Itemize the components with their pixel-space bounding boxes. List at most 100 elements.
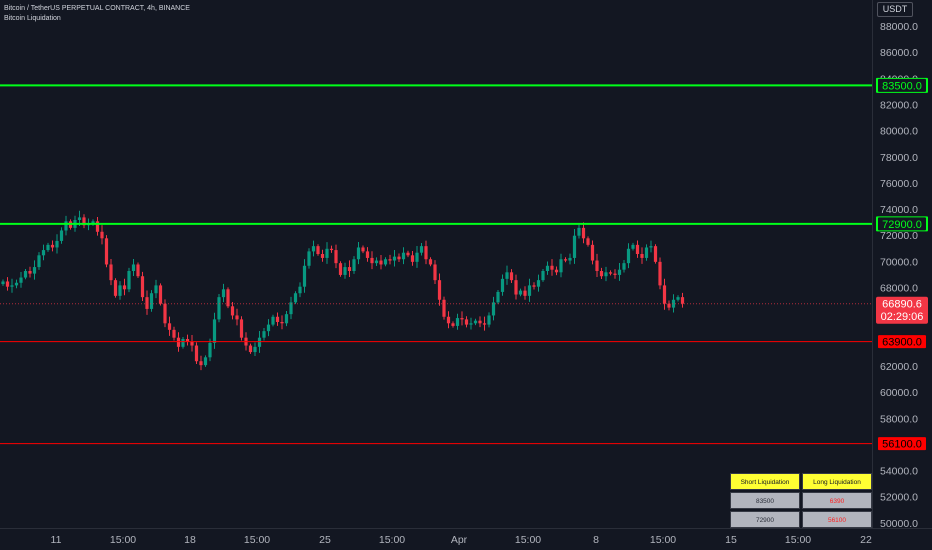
- candle-down: [613, 273, 617, 275]
- candle-down: [635, 244, 640, 255]
- candle-up: [10, 285, 14, 287]
- candle-down: [599, 271, 604, 277]
- candle-up: [469, 323, 473, 325]
- price-tick-label: 60000.0: [880, 387, 918, 399]
- short-liquidation-header: Short Liquidation: [730, 473, 800, 490]
- candle-down: [239, 319, 244, 338]
- candle-up: [541, 271, 545, 281]
- candle-down: [523, 290, 527, 296]
- candle-down: [329, 248, 334, 251]
- level-tag-inner: [878, 437, 926, 451]
- candle-up: [293, 293, 298, 303]
- price-tick-label: 72000.0: [880, 230, 918, 242]
- candle-up: [302, 265, 307, 287]
- price-tick-label: 68000.0: [880, 283, 918, 295]
- price-tick-label: 80000.0: [880, 126, 918, 138]
- price-tick-label: 52000.0: [880, 492, 918, 504]
- candle-down: [140, 276, 145, 298]
- candle-up: [32, 267, 37, 274]
- candle-down: [194, 345, 199, 362]
- candle-up: [559, 259, 563, 273]
- candle-up: [455, 318, 460, 326]
- candle-down: [406, 252, 410, 256]
- candle-down: [680, 297, 685, 304]
- price-tick-label: 82000.0: [880, 99, 918, 111]
- candle-down: [563, 259, 568, 261]
- long-liquidation-header: Long Liquidation: [802, 473, 872, 490]
- time-tick-label: 15:00: [244, 534, 270, 546]
- candle-down: [176, 337, 181, 347]
- candle-down: [167, 323, 172, 330]
- candle-down: [316, 246, 320, 255]
- candle-up: [505, 272, 509, 279]
- candle-up: [604, 272, 608, 277]
- price-tick-label: 50000.0: [880, 518, 918, 530]
- candle-up: [343, 267, 347, 275]
- level-tag-label: 63900.0: [882, 337, 922, 349]
- candle-down: [397, 256, 401, 260]
- candle-down: [595, 260, 599, 272]
- symbol-title[interactable]: Bitcoin / TetherUS PERPETUAL CONTRACT, 4…: [4, 5, 190, 12]
- indicator-title[interactable]: Bitcoin Liquidation: [4, 15, 61, 22]
- candle-up: [419, 246, 424, 253]
- candle-up: [500, 278, 505, 292]
- candle-up: [14, 282, 19, 286]
- short-liquidation-value: 72900: [730, 511, 800, 528]
- candle-up: [221, 289, 226, 298]
- time-tick-label: 11: [51, 534, 62, 546]
- candle-up: [671, 299, 676, 308]
- candle-down: [379, 260, 383, 265]
- candle-down: [320, 254, 325, 258]
- candle-up: [284, 314, 289, 324]
- time-tick-label: 15: [725, 534, 737, 546]
- candle-down: [388, 259, 392, 261]
- candle-down: [104, 238, 109, 265]
- candle-down: [199, 361, 203, 366]
- candle-down: [248, 345, 253, 353]
- candle-down: [50, 244, 55, 248]
- candle-up: [496, 291, 500, 303]
- candle-up: [91, 221, 95, 224]
- price-tick-label: 88000.0: [880, 21, 918, 33]
- time-tick-label: 22: [860, 534, 872, 546]
- candle-down: [658, 261, 662, 286]
- candle-up: [415, 252, 419, 262]
- candle-up: [617, 269, 622, 275]
- candle-up: [253, 346, 257, 353]
- candle-down: [514, 280, 518, 295]
- candle-down: [122, 285, 127, 290]
- level-tag-inner: [878, 335, 926, 349]
- axis-lines: [0, 0, 932, 529]
- candle-up: [487, 315, 491, 325]
- price-axis[interactable]: 88000.086000.084000.082000.080000.078000…: [880, 21, 918, 530]
- time-tick-label: 15:00: [110, 534, 136, 546]
- level-tag-label: 56100.0: [882, 439, 922, 451]
- candle-up: [626, 248, 631, 264]
- candle-down: [190, 341, 194, 346]
- candle-down: [590, 244, 595, 261]
- candle-up: [127, 271, 131, 290]
- candle-down: [667, 303, 671, 308]
- candle-down: [145, 297, 149, 309]
- candle-down: [136, 264, 140, 277]
- candle-down: [280, 321, 284, 324]
- currency-selector[interactable]: USDT: [877, 2, 913, 17]
- candle-down: [361, 247, 365, 252]
- level-tag-label: 83500.0: [882, 80, 922, 92]
- candle-up: [356, 247, 361, 260]
- candle-up: [23, 271, 28, 278]
- candle-up: [401, 252, 406, 260]
- level-tag-inner: [878, 217, 926, 231]
- candle-down: [550, 265, 554, 270]
- price-tick-label: 54000.0: [880, 466, 918, 478]
- candle-up: [41, 250, 46, 256]
- candle-up: [325, 248, 329, 258]
- candle-up: [262, 331, 266, 338]
- long-liquidation-value: 6390: [802, 492, 872, 509]
- time-axis[interactable]: 11 15:00 18 15:00 25 15:00 Apr 15:00 8 15:00 15 15:…: [51, 534, 872, 546]
- candle-up: [649, 246, 653, 248]
- candle-down: [163, 303, 167, 324]
- candle-down: [437, 280, 442, 300]
- time-tick-label: 15:00: [379, 534, 405, 546]
